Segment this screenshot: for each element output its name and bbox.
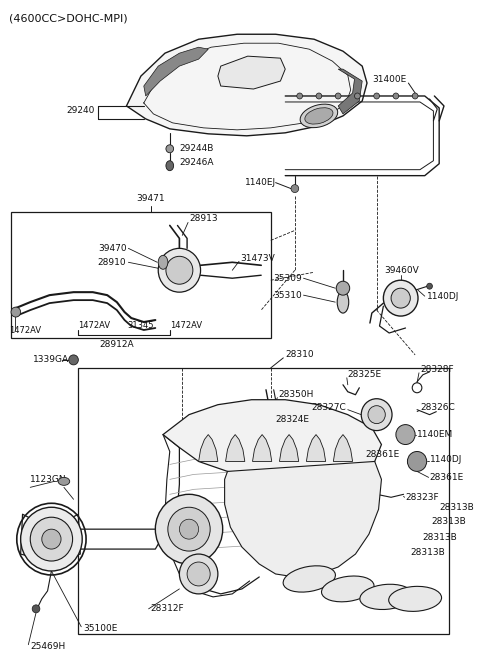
Text: 28910: 28910 [98,258,126,267]
Text: 28313B: 28313B [432,517,466,526]
Ellipse shape [389,587,442,612]
Polygon shape [226,434,245,461]
Text: 31473V: 31473V [240,254,275,263]
Circle shape [158,248,201,292]
Text: 29244B: 29244B [180,144,214,154]
Ellipse shape [283,566,336,592]
Text: 1472AV: 1472AV [9,326,41,334]
Polygon shape [333,434,353,461]
Text: 28326C: 28326C [420,403,455,412]
Text: 35100E: 35100E [83,624,118,634]
Circle shape [391,288,410,308]
Text: 1140EM: 1140EM [417,430,453,439]
Polygon shape [225,461,382,577]
Circle shape [166,145,174,153]
Text: 29246A: 29246A [180,158,214,167]
Circle shape [412,93,418,99]
Text: 28325E: 28325E [348,370,382,379]
Circle shape [368,406,385,424]
Polygon shape [306,434,325,461]
Bar [11,213,271,338]
Text: 28912A: 28912A [99,340,134,349]
Circle shape [11,307,21,317]
Text: 29240: 29240 [66,107,95,115]
Text: 28328F: 28328F [420,365,454,374]
Text: 1472AV: 1472AV [170,320,202,330]
Text: 39460V: 39460V [384,265,419,275]
Polygon shape [252,434,272,461]
Circle shape [427,283,432,289]
Text: (4600CC>DOHC-MPI): (4600CC>DOHC-MPI) [9,13,128,23]
Circle shape [42,529,61,549]
Circle shape [32,605,40,613]
Text: 1339GA: 1339GA [33,355,69,364]
Circle shape [166,256,193,284]
Text: 31400E: 31400E [372,75,406,83]
Circle shape [180,554,218,594]
Text: H: H [245,67,254,79]
Circle shape [355,93,360,99]
Circle shape [30,517,72,561]
Circle shape [396,424,415,444]
Text: 28313B: 28313B [422,533,456,542]
Circle shape [180,519,199,539]
Text: 35309: 35309 [273,273,301,283]
Circle shape [384,280,418,316]
Text: 35310: 35310 [273,291,301,300]
Text: 1140EJ: 1140EJ [244,178,276,187]
Circle shape [336,281,350,295]
Bar [78,368,449,634]
Circle shape [408,451,427,471]
Polygon shape [126,34,367,136]
Text: 28327C: 28327C [311,403,346,412]
Circle shape [316,93,322,99]
Ellipse shape [158,256,168,269]
Text: 28310: 28310 [285,350,314,359]
Circle shape [291,185,299,193]
Circle shape [168,507,210,551]
Polygon shape [218,56,285,89]
Text: 39470: 39470 [98,244,126,253]
Circle shape [335,93,341,99]
Circle shape [21,507,82,571]
Text: 28313B: 28313B [439,502,474,512]
Polygon shape [144,47,208,96]
Text: 28323F: 28323F [406,493,439,502]
Text: 28361E: 28361E [365,450,399,459]
Text: 28324E: 28324E [276,415,309,424]
Circle shape [297,93,302,99]
Circle shape [69,355,78,365]
Text: 28350H: 28350H [278,390,314,399]
Ellipse shape [322,576,374,602]
Text: 25469H: 25469H [30,642,65,651]
Ellipse shape [166,161,174,171]
Circle shape [361,399,392,430]
Circle shape [156,495,223,564]
Text: 28913: 28913 [189,214,217,223]
Polygon shape [279,434,299,461]
Ellipse shape [305,108,333,124]
Circle shape [393,93,399,99]
Polygon shape [199,434,218,461]
Polygon shape [163,400,382,479]
Ellipse shape [337,291,349,313]
Text: 28312F: 28312F [151,604,184,613]
Text: 28313B: 28313B [410,547,445,557]
Text: 31345: 31345 [128,320,154,330]
Ellipse shape [360,585,413,610]
Circle shape [374,93,380,99]
Text: 28361E: 28361E [430,473,464,482]
Text: 1472AV: 1472AV [78,320,110,330]
Ellipse shape [58,477,70,485]
Text: 1140DJ: 1140DJ [430,455,462,464]
Text: 1123GN: 1123GN [30,475,67,484]
Circle shape [187,562,210,586]
Ellipse shape [300,104,338,128]
Text: 1140DJ: 1140DJ [427,292,459,301]
Text: 39471: 39471 [136,193,165,203]
Polygon shape [338,69,362,114]
